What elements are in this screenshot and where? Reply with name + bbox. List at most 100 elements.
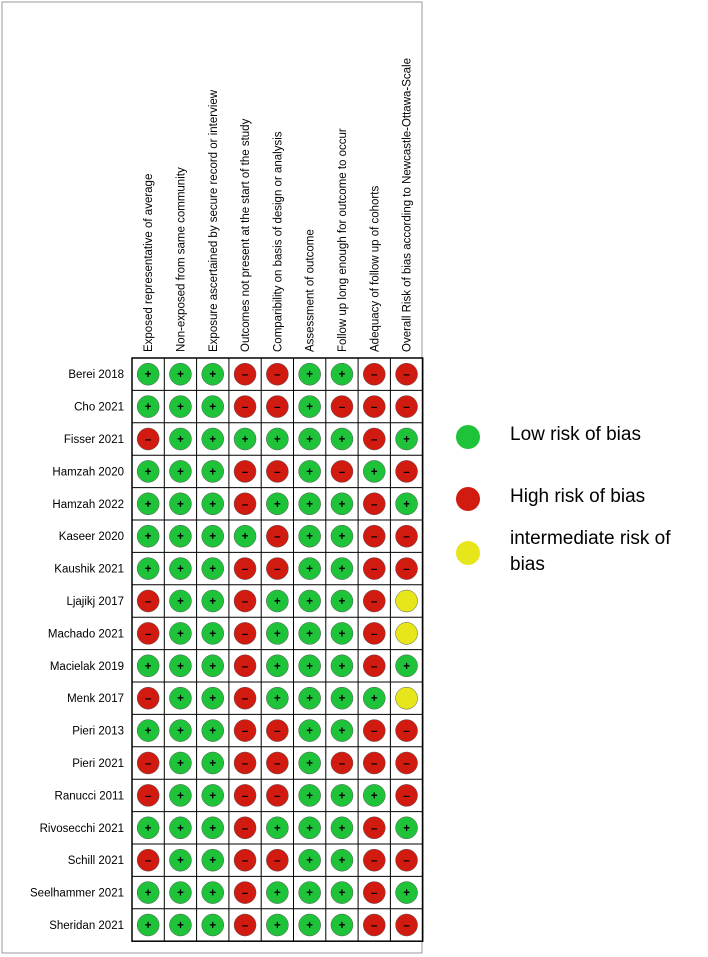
judgement-symbol: – — [242, 823, 249, 835]
judgement-symbol: – — [242, 564, 249, 576]
judgement-dot — [395, 460, 418, 483]
study-label: Ranucci 2011 — [55, 790, 124, 802]
judgement-dot — [136, 362, 160, 386]
judgement-symbol: + — [145, 402, 152, 414]
column-header: Outcomes not present at the start of the… — [240, 118, 252, 352]
judgement-symbol: + — [339, 499, 346, 511]
judgement-symbol: + — [306, 758, 313, 770]
judgement-symbol: + — [209, 466, 216, 478]
judgement-symbol: + — [306, 402, 313, 414]
judgement-dot — [136, 557, 160, 580]
judgement-symbol: + — [145, 823, 152, 835]
judgement-symbol: + — [306, 823, 313, 835]
judgement-symbol: + — [306, 434, 313, 446]
judgement-symbol: – — [274, 466, 281, 478]
judgement-dot — [298, 751, 321, 775]
judgement-dot — [233, 784, 257, 807]
judgement-dot — [298, 848, 321, 872]
judgement-dot — [363, 654, 386, 678]
study-label: Kaushik 2021 — [54, 564, 124, 576]
judgement-dot — [169, 460, 192, 483]
judgement-dot — [298, 524, 321, 548]
judgement-symbol: – — [339, 758, 346, 770]
judgement-dot — [330, 362, 354, 386]
study-label: Fisser 2021 — [64, 434, 124, 446]
judgement-dot — [395, 784, 418, 807]
judgement-dot — [201, 524, 224, 548]
judgement-dot — [298, 460, 321, 483]
column-header: Exposure ascertained by secure record or… — [208, 89, 220, 352]
judgement-dot — [233, 492, 257, 516]
column-header: Overall Risk of bias according to Newcas… — [402, 58, 414, 352]
judgement-symbol: + — [403, 888, 410, 900]
judgement-dot — [298, 913, 321, 937]
judgement-dot — [266, 719, 289, 742]
judgement-dot — [330, 848, 354, 872]
judgement-dot — [136, 719, 160, 742]
judgement-dot — [201, 719, 224, 742]
judgement-dot — [233, 460, 257, 483]
judgement-dot — [169, 751, 192, 775]
judgement-dot — [169, 816, 192, 840]
judgement-dot — [169, 622, 192, 645]
judgement-symbol: + — [274, 823, 281, 835]
judgement-symbol: + — [339, 726, 346, 738]
judgement-dot — [395, 492, 418, 516]
judgement-dot — [266, 557, 289, 580]
judgement-symbol: + — [242, 531, 249, 543]
judgement-symbol: – — [403, 920, 410, 932]
judgement-symbol: + — [339, 661, 346, 673]
judgement-dot — [298, 622, 321, 645]
judgement-symbol: – — [371, 920, 378, 932]
judgement-dot — [233, 881, 257, 904]
judgement-dot — [330, 589, 354, 613]
judgement-dot — [201, 784, 224, 807]
judgement-symbol: – — [371, 564, 378, 576]
judgement-dot — [298, 654, 321, 678]
judgement-symbol: + — [339, 920, 346, 932]
judgement-dot — [136, 427, 160, 451]
judgement-symbol: + — [274, 499, 281, 511]
judgement-symbol: + — [274, 628, 281, 640]
judgement-dot — [201, 848, 224, 872]
judgement-dot — [298, 881, 321, 904]
judgement-dot — [266, 816, 289, 840]
judgement-symbol: + — [177, 758, 184, 770]
judgement-dot — [395, 589, 418, 613]
judgement-dot — [136, 751, 160, 775]
judgement-dot — [266, 395, 289, 418]
judgement-dot — [363, 362, 386, 386]
judgement-symbol: – — [403, 790, 410, 802]
judgement-dot — [298, 557, 321, 580]
judgement-dot — [169, 589, 192, 613]
judgement-dot — [363, 848, 386, 872]
judgement-symbol: + — [371, 693, 378, 705]
judgement-symbol: – — [403, 369, 410, 381]
judgement-dot — [233, 427, 257, 451]
study-label: Berei 2018 — [68, 369, 124, 381]
judgement-dot — [266, 460, 289, 483]
judgement-symbol: – — [371, 499, 378, 511]
judgement-symbol: + — [242, 434, 249, 446]
judgement-dot — [330, 686, 354, 710]
judgement-dot — [201, 362, 224, 386]
judgement-dot — [266, 654, 289, 678]
study-label: Rivosecchi 2021 — [40, 823, 124, 835]
judgement-dot — [266, 524, 289, 548]
judgement-symbol: + — [209, 369, 216, 381]
judgement-symbol: – — [242, 402, 249, 414]
judgement-symbol: + — [339, 790, 346, 802]
judgement-dot — [233, 362, 257, 386]
judgement-symbol: – — [371, 596, 378, 608]
judgement-symbol: – — [371, 726, 378, 738]
judgement-symbol: – — [242, 790, 249, 802]
judgement-symbol: + — [145, 531, 152, 543]
judgement-symbol: + — [177, 855, 184, 867]
judgement-symbol: + — [177, 369, 184, 381]
judgement-dot — [136, 686, 160, 710]
judgement-symbol: + — [145, 369, 152, 381]
judgement-symbol: – — [403, 531, 410, 543]
judgement-symbol: – — [274, 564, 281, 576]
judgement-symbol: + — [306, 596, 313, 608]
